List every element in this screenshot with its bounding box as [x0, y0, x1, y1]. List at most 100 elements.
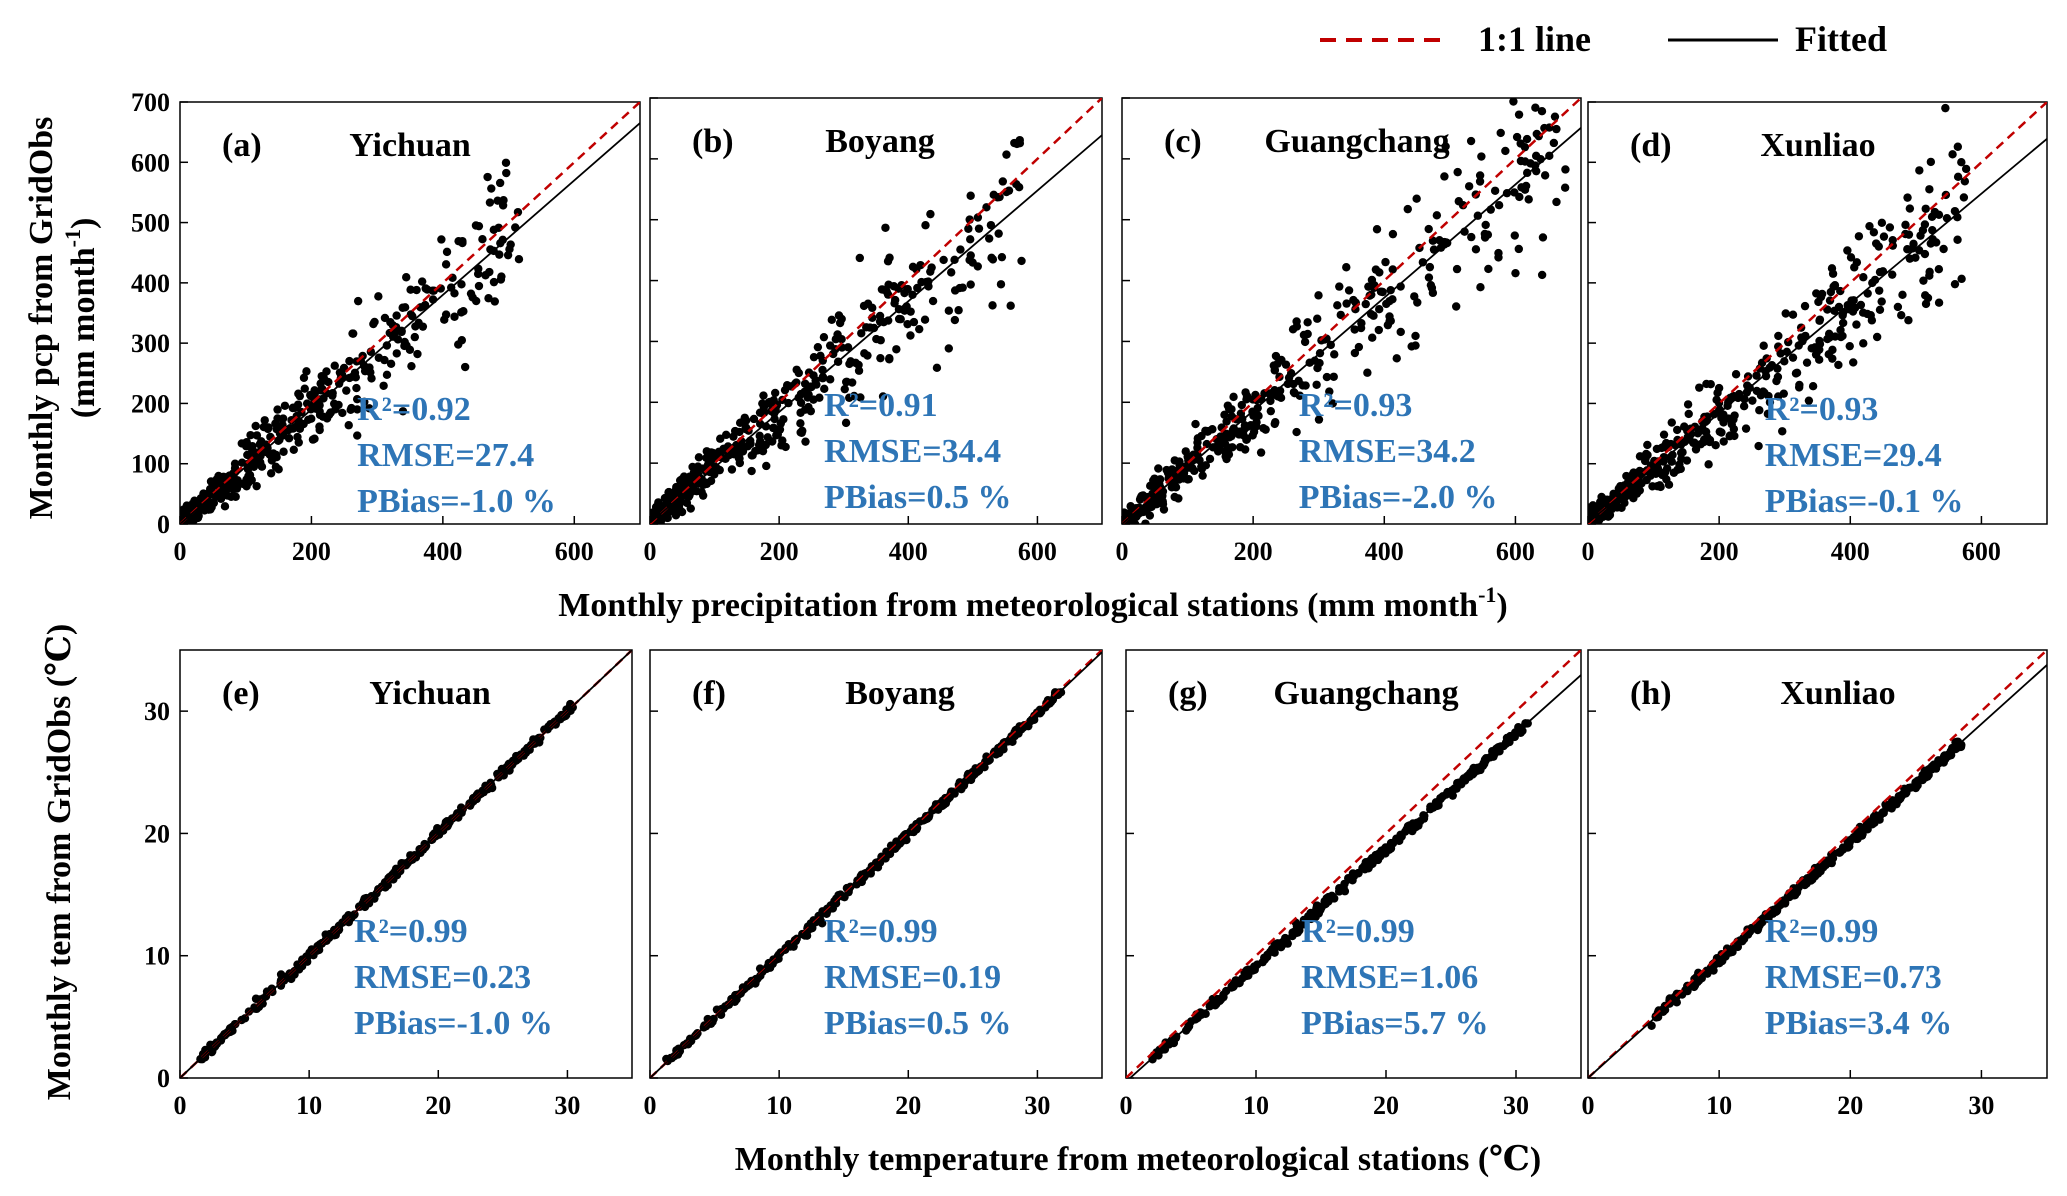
- data-point: [1137, 491, 1146, 501]
- x-tick-label: 200: [760, 537, 799, 566]
- data-point: [1760, 388, 1769, 398]
- data-point: [1335, 282, 1344, 291]
- data-point: [747, 466, 756, 476]
- data-point: [928, 296, 938, 306]
- data-point: [1411, 341, 1420, 350]
- data-point: [1719, 437, 1728, 446]
- data-point: [1678, 448, 1687, 457]
- data-point: [1834, 360, 1843, 370]
- data-point: [374, 292, 383, 301]
- data-point: [998, 177, 1008, 186]
- data-point: [1010, 138, 1019, 148]
- data-point: [1363, 368, 1372, 377]
- data-point: [1879, 232, 1889, 241]
- data-point: [1215, 443, 1224, 453]
- legend-fitted-label: Fitted: [1795, 19, 1887, 59]
- data-point: [677, 475, 686, 484]
- data-point: [1344, 286, 1354, 295]
- data-point: [1266, 406, 1276, 416]
- data-point: [382, 370, 392, 380]
- data-point: [1152, 500, 1161, 509]
- data-point: [353, 296, 363, 306]
- data-point: [770, 388, 780, 398]
- data-point: [1877, 218, 1887, 228]
- x-tick-label: 0: [1116, 537, 1129, 566]
- data-point: [1160, 1045, 1170, 1054]
- data-point: [876, 353, 885, 363]
- data-point: [762, 461, 771, 471]
- data-point: [1607, 504, 1616, 514]
- data-point: [1730, 411, 1739, 420]
- data-point: [1849, 358, 1858, 367]
- data-point: [915, 324, 924, 334]
- data-point: [1815, 316, 1824, 325]
- data-point: [773, 430, 782, 439]
- panel-tag: (a): [222, 127, 262, 164]
- data-point: [926, 267, 935, 276]
- data-point: [1532, 129, 1541, 139]
- data-point: [834, 311, 844, 320]
- data-point: [890, 295, 900, 305]
- data-point: [813, 342, 823, 352]
- data-point: [1356, 323, 1366, 333]
- data-point: [924, 282, 933, 291]
- panel-title: Yichuan: [369, 675, 491, 712]
- data-point: [1524, 195, 1533, 204]
- stat-r2: R²=0.92: [357, 391, 471, 428]
- panel-tag: (d): [1630, 127, 1672, 164]
- data-point: [1315, 358, 1324, 368]
- data-point: [284, 434, 294, 443]
- data-point: [1714, 383, 1724, 393]
- data-point: [501, 158, 511, 167]
- data-point: [478, 234, 487, 244]
- data-point: [1905, 204, 1915, 213]
- data-point: [345, 356, 354, 366]
- data-point: [1170, 480, 1179, 489]
- data-point: [1800, 301, 1810, 311]
- data-point: [1617, 503, 1626, 512]
- data-point: [755, 431, 764, 441]
- data-point: [747, 451, 757, 460]
- stat-rmse: RMSE=0.23: [354, 959, 531, 996]
- data-point: [1396, 327, 1405, 337]
- data-point: [1865, 221, 1874, 231]
- data-point: [1752, 371, 1761, 380]
- data-point: [1228, 425, 1238, 435]
- data-point: [1810, 863, 1820, 873]
- data-point: [1342, 299, 1351, 308]
- data-point: [694, 470, 703, 479]
- stat-rmse: RMSE=29.4: [1765, 437, 1942, 474]
- data-point: [1222, 417, 1231, 426]
- data-point: [706, 476, 716, 486]
- data-point: [1537, 270, 1547, 280]
- data-point: [1266, 389, 1275, 398]
- stat-pbias: PBias=3.4 %: [1765, 1005, 1953, 1042]
- data-point: [1672, 425, 1682, 435]
- row1-ylabel: Monthly pcp from GridObs (mm month-1): [23, 117, 102, 520]
- data-point: [1918, 225, 1928, 235]
- data-point: [1550, 112, 1560, 121]
- data-point: [1763, 409, 1773, 419]
- data-point: [1471, 245, 1481, 254]
- data-point: [1336, 310, 1345, 320]
- panel-title: Boyang: [845, 675, 955, 712]
- panel-title: Guangchang: [1273, 675, 1458, 712]
- data-point: [348, 329, 357, 338]
- data-point: [417, 277, 427, 286]
- data-point: [346, 405, 355, 415]
- data-point: [207, 498, 217, 507]
- data-point: [1828, 345, 1837, 355]
- data-point: [1859, 339, 1868, 348]
- plot-area: [180, 650, 632, 1078]
- data-point: [1776, 349, 1785, 358]
- data-point: [1006, 301, 1015, 310]
- data-point: [863, 351, 872, 360]
- row1-xlabel: Monthly precipitation from meteorologica…: [558, 582, 1507, 624]
- data-point: [1436, 794, 1445, 803]
- data-point: [1869, 228, 1879, 237]
- data-point: [1198, 471, 1207, 480]
- data-point: [402, 341, 411, 350]
- data-point: [307, 414, 316, 423]
- plot-frame: [1125, 649, 1582, 1079]
